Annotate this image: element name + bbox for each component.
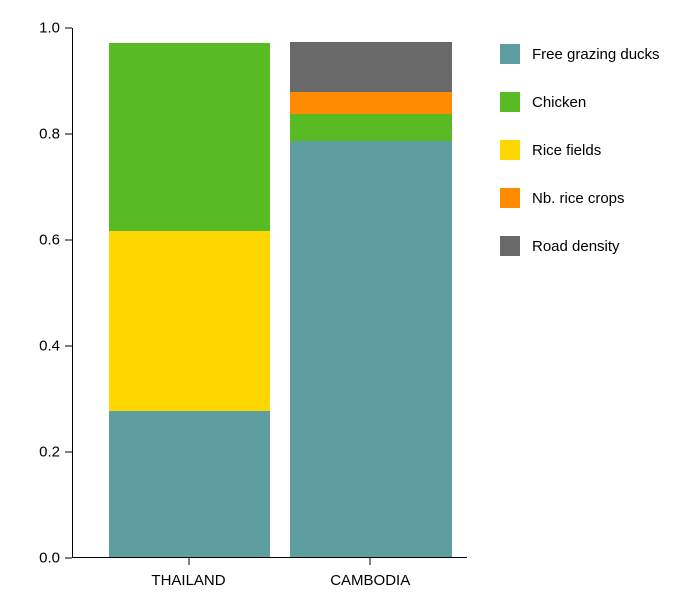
x-category-label: CAMBODIA	[330, 572, 410, 589]
legend-label: Chicken	[532, 94, 586, 111]
legend-label: Road density	[532, 238, 620, 255]
legend-item-free_grazing_ducks: Free grazing ducks	[500, 44, 660, 64]
legend-label: Rice fields	[532, 142, 601, 159]
y-tick	[65, 240, 72, 241]
segment-road_density	[290, 42, 452, 92]
y-tick	[65, 28, 72, 29]
y-tick-label: 1.0	[39, 20, 60, 37]
chart-container: 0.0 0.2 0.4 0.6 0.8 1.0 THAILAND CAMBODIA Free…	[0, 0, 675, 613]
legend-swatch	[500, 236, 520, 256]
segment-chicken	[109, 43, 271, 231]
legend: Free grazing ducks Chicken Rice fields Nb. …	[500, 44, 660, 256]
legend-item-nb_rice_crops: Nb. rice crops	[500, 188, 660, 208]
legend-swatch	[500, 188, 520, 208]
y-tick	[65, 558, 72, 559]
legend-label: Free grazing ducks	[532, 46, 660, 63]
legend-item-chicken: Chicken	[500, 92, 660, 112]
legend-label: Nb. rice crops	[532, 190, 625, 207]
segment-nb_rice_crops	[290, 92, 452, 114]
y-tick-label: 0.2	[39, 444, 60, 461]
segment-rice_fields	[109, 231, 271, 411]
y-axis: 0.00.20.40.60.81.0	[0, 28, 72, 558]
y-tick-label: 0.4	[39, 338, 60, 355]
x-tick	[188, 558, 189, 565]
y-tick	[65, 346, 72, 347]
y-tick-label: 0.6	[39, 232, 60, 249]
y-tick-label: 0.0	[39, 550, 60, 567]
segment-free_grazing_ducks	[290, 141, 452, 557]
legend-swatch	[500, 44, 520, 64]
y-tick	[65, 452, 72, 453]
bar-cambodia	[290, 42, 452, 557]
x-category-label: THAILAND	[151, 572, 225, 589]
x-tick	[370, 558, 371, 565]
y-tick	[65, 134, 72, 135]
y-tick-label: 0.8	[39, 126, 60, 143]
legend-swatch	[500, 140, 520, 160]
legend-item-road_density: Road density	[500, 236, 660, 256]
plot-area	[72, 28, 467, 558]
segment-free_grazing_ducks	[109, 411, 271, 557]
bar-thailand	[109, 43, 271, 557]
legend-swatch	[500, 92, 520, 112]
legend-item-rice_fields: Rice fields	[500, 140, 660, 160]
x-axis: THAILAND CAMBODIA	[72, 558, 467, 598]
segment-chicken	[290, 114, 452, 141]
